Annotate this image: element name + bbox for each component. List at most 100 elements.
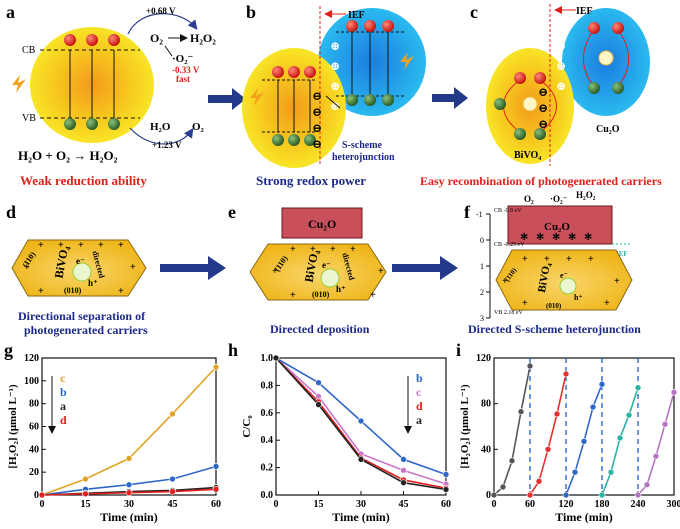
- svg-text:+: +: [272, 266, 278, 277]
- legend-item: a: [60, 399, 66, 413]
- data-point: [82, 490, 89, 498]
- panel-letter-f: f: [464, 202, 471, 222]
- svg-text:O₂: O₂: [524, 194, 534, 204]
- ief-label-b: IEF: [348, 10, 365, 21]
- panel-letter-d: d: [6, 202, 16, 222]
- data-point: [571, 468, 579, 476]
- data-point: [125, 481, 133, 489]
- data-point: [212, 363, 220, 371]
- x-tick-label: 0: [274, 499, 279, 510]
- arrow-e-f: [392, 256, 458, 280]
- series-line-cycle-2: [529, 373, 567, 496]
- data-point: [315, 401, 322, 408]
- y-axis-label: C/C₀: [241, 415, 253, 438]
- arrow-d-e: [160, 256, 226, 280]
- panel-letter-c: c: [470, 2, 478, 22]
- data-point: [272, 354, 280, 362]
- svg-text:✱: ✱: [520, 232, 528, 243]
- data-point: [508, 457, 516, 465]
- svg-text:+: +: [290, 244, 296, 255]
- svg-text:e⁻: e⁻: [560, 271, 568, 280]
- cu2o-label-e: Cu₂O: [308, 217, 336, 231]
- ief-label-c: IEF: [576, 6, 593, 17]
- panel-letter-a: a: [6, 2, 15, 22]
- vb-label: VB: [22, 113, 36, 124]
- potential-top: +0.68 V: [146, 6, 176, 16]
- data-point: [634, 384, 642, 391]
- legend-item: d: [60, 413, 67, 427]
- y-tick-label: 100: [24, 376, 39, 387]
- svg-text:+: +: [350, 244, 356, 255]
- svg-text:✱: ✱: [584, 232, 592, 243]
- x-tick-label: 0: [492, 499, 497, 510]
- data-point: [625, 411, 633, 419]
- y-tick-label: 20: [29, 467, 39, 478]
- legend-item: c: [416, 385, 422, 399]
- data-point: [562, 370, 570, 378]
- x-tick-label: 180: [595, 499, 610, 510]
- legend-item: c: [60, 371, 66, 385]
- y-tick-label: 40: [481, 444, 491, 455]
- svg-text:h⁺: h⁺: [88, 278, 98, 288]
- svg-text:⊕: ⊕: [330, 99, 340, 113]
- svg-text:⊕: ⊕: [330, 39, 340, 53]
- svg-text:2: 2: [480, 288, 484, 297]
- data-point: [598, 380, 606, 388]
- panel-e: e Cu₂O + + + + + + + + (110) BiVO₄ (010) e⁻ h…: [228, 202, 387, 336]
- data-point: [38, 491, 46, 499]
- arrow-effective-strategy: [208, 88, 246, 110]
- x-tick-label: 15: [81, 499, 91, 510]
- svg-text:+: +: [522, 298, 528, 309]
- caption-d1: Directional separation of: [18, 309, 146, 323]
- series-line-cycle-4: [601, 387, 639, 496]
- data-point: [169, 488, 176, 495]
- x-tick-label: 60: [441, 499, 451, 510]
- facet-010-d: (010): [64, 286, 82, 295]
- data-point: [652, 452, 660, 460]
- positive-charges: ⊕ ⊕ ⊕ ⊕: [330, 39, 340, 113]
- facet-010-e: (010): [312, 290, 330, 299]
- data-point: [517, 408, 525, 415]
- legend-item: d: [416, 399, 423, 413]
- data-point: [670, 388, 678, 396]
- cu2o-label-c: Cu₂O: [596, 124, 620, 135]
- svg-text:e⁻: e⁻: [76, 256, 85, 266]
- y-tick-label: 40: [29, 444, 39, 455]
- caption-a: Weak reduction ability: [20, 173, 147, 188]
- data-point: [526, 362, 534, 370]
- panel-letter-h: h: [228, 340, 238, 360]
- facet-010-f: (010): [546, 302, 562, 310]
- data-point: [169, 475, 176, 483]
- y-tick-label: 0: [34, 490, 39, 501]
- y-tick-label: 80: [481, 399, 491, 410]
- data-point: [125, 455, 133, 462]
- svg-text:⊖: ⊖: [538, 101, 548, 115]
- panel-letter-g: g: [4, 340, 13, 360]
- svg-text:+: +: [378, 266, 384, 277]
- s-scheme-label2: heterojunction: [332, 152, 395, 163]
- y-axis-label: [H₂O₂] (μmol L⁻¹): [7, 384, 19, 469]
- data-point: [400, 467, 407, 474]
- x-tick-label: 300: [667, 499, 680, 510]
- data-point: [82, 475, 89, 483]
- panel-d: d + + + + + + + + + (110) BiVO₄ (010) e⁻ h⁺ di…: [6, 202, 148, 337]
- potential-bottom: +1.23 V: [152, 140, 182, 150]
- data-point: [490, 491, 498, 499]
- svg-text:+: +: [330, 244, 336, 255]
- bivo4-label-f: BiVO₄: [536, 261, 553, 293]
- caption-c: Easy recombination of photogenerated car…: [420, 174, 662, 188]
- svg-text:+: +: [38, 240, 44, 251]
- panel-a: a CB VB +0.68 V O₂ H₂O₂ ·O₂⁻ -0.33 V fas…: [6, 2, 216, 188]
- svg-text:⊖: ⊖: [538, 85, 548, 99]
- data-point: [499, 483, 507, 491]
- svg-text:0: 0: [480, 236, 484, 245]
- data-point: [526, 491, 534, 499]
- x-tick-label: 0: [40, 499, 45, 510]
- x-tick-label: 15: [314, 499, 324, 510]
- svg-text:·O₂⁻: ·O₂⁻: [550, 194, 568, 204]
- data-point: [562, 491, 570, 499]
- panel-c: c IEF ⊕ ⊕ ⊕ ⊖ ⊖ ⊖ BiVO₄ Cu₂O Easy recomb…: [420, 2, 662, 188]
- svg-text:✱: ✱: [568, 232, 576, 243]
- panel-letter-i: i: [456, 340, 461, 360]
